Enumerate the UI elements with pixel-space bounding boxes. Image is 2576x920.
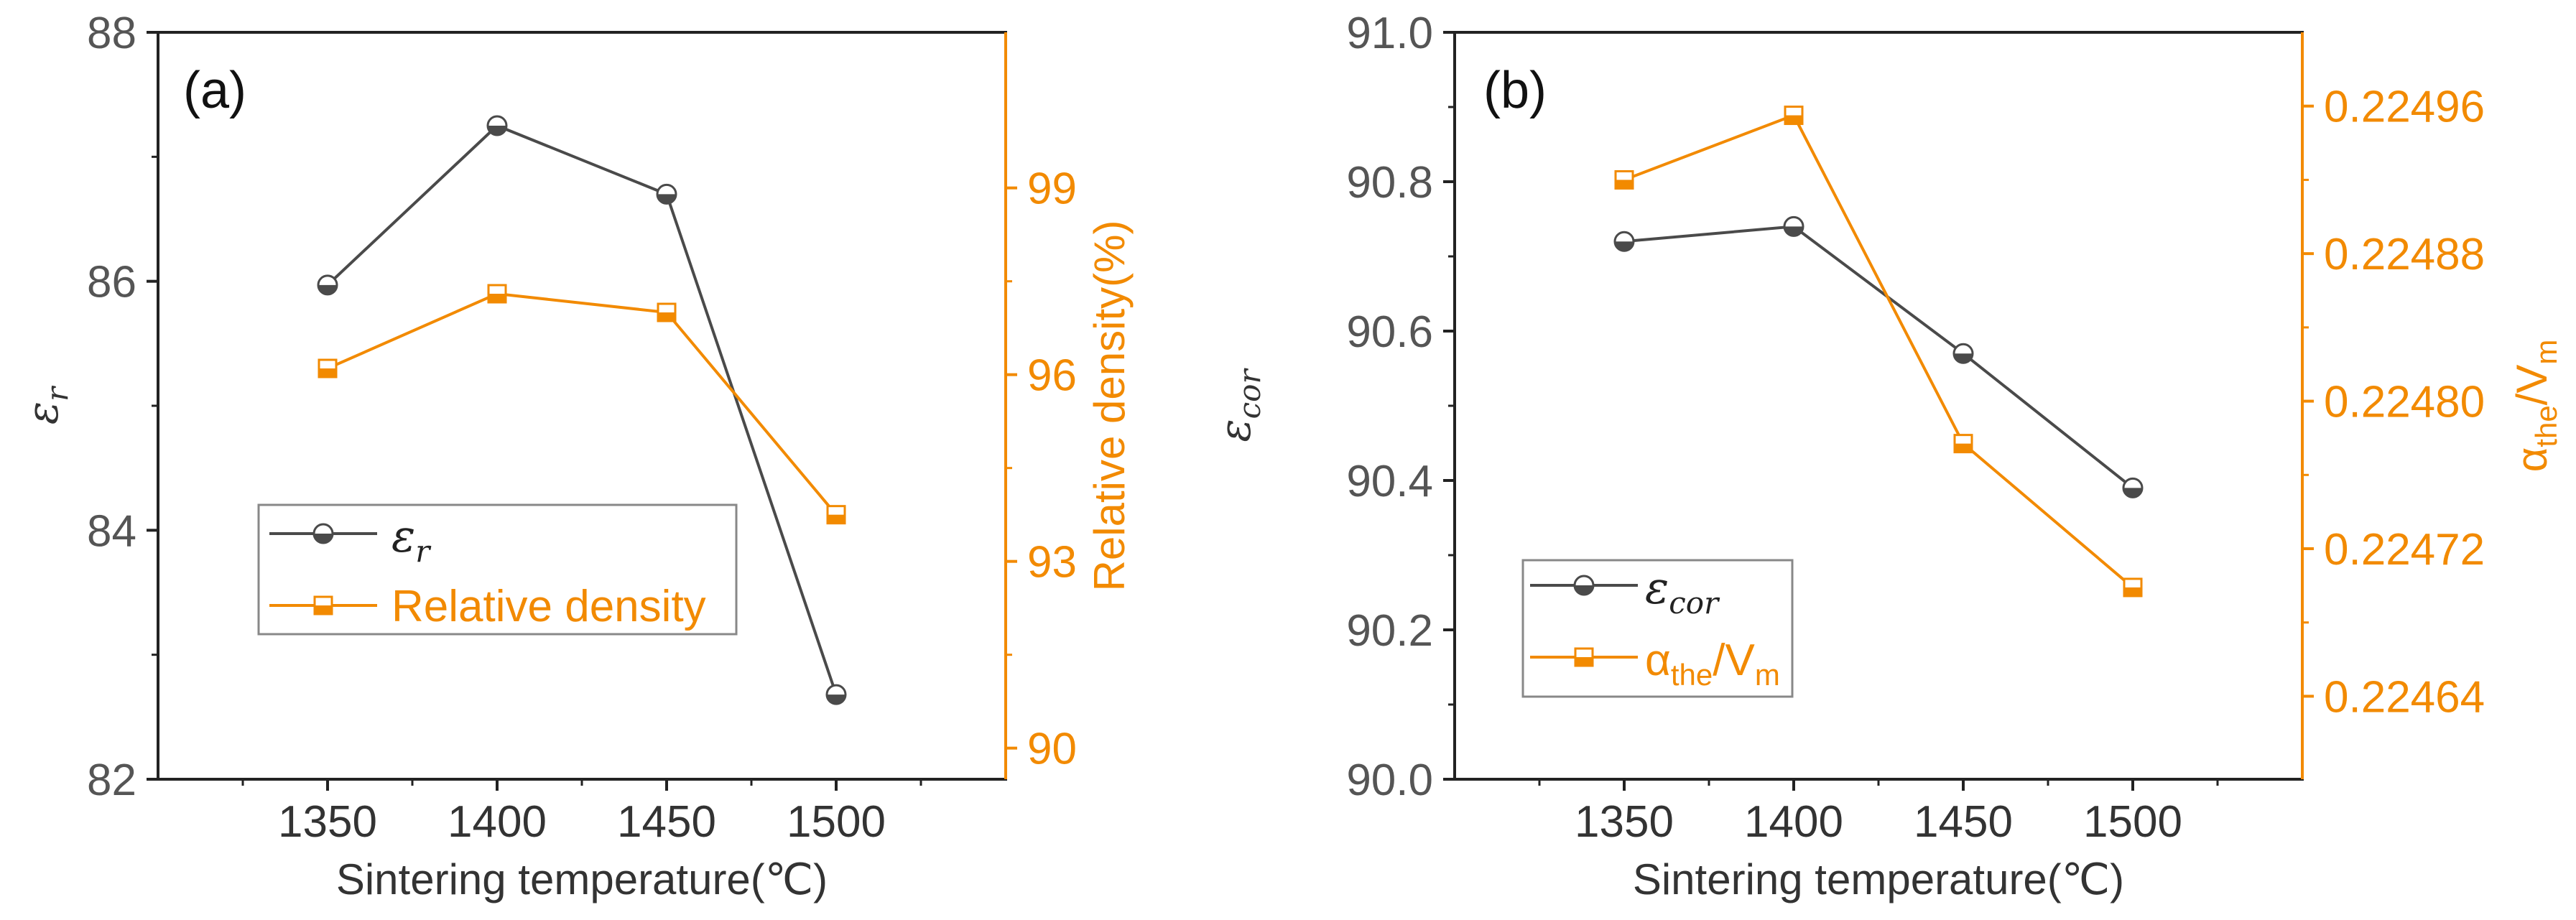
panel-b-y-right-tick-label-1: 0.22472 <box>2324 525 2485 575</box>
panel-b-label: (b) <box>1483 62 1547 119</box>
panel-b-x-tick-label-1: 1400 <box>1744 797 1843 847</box>
panel-b-series-1-point-2 <box>1953 434 1973 454</box>
panel-a-series-1-point-3 <box>826 505 846 525</box>
panel-b-x-tick-label-2: 1450 <box>1914 797 2013 847</box>
panel-b-y-right-tick-label-0: 0.22464 <box>2324 672 2485 722</box>
panel-b-x-tick-label-0: 1350 <box>1575 797 1674 847</box>
panel-b-series-0-point-0 <box>1613 231 1635 252</box>
panel-a-x-tick-label-1: 1400 <box>448 797 547 847</box>
panel-b-series-0-line <box>1623 225 2134 489</box>
panel-b-series-0-point-3 <box>2122 477 2144 498</box>
panel-b-y-right-tick-label-3: 0.22488 <box>2324 230 2485 279</box>
panel-a-y-right-label: Relative density(%) <box>1085 220 1134 592</box>
panel-a-series-0-point-3 <box>825 684 847 705</box>
panel-a-frame <box>157 31 1007 781</box>
panel-a-x-tick-label-0: 1350 <box>278 797 377 847</box>
panel-b-series-1-line <box>1623 113 2134 589</box>
legend-b-marker-1 <box>1573 575 1595 596</box>
panel-a-x-axis-label: Sintering temperature(℃) <box>336 855 828 903</box>
panel-a-series-0-line <box>326 124 838 695</box>
panel-b-y-right-label: αthe/Vm <box>2508 340 2563 473</box>
panel-b-legend-box <box>1521 559 1794 698</box>
panel-b-series-1-point-1 <box>1784 106 1804 126</box>
svg-text:εcor: εcor <box>1210 368 1267 442</box>
svg-text:εr: εr <box>18 385 75 424</box>
panel-a-series <box>317 115 847 705</box>
panel-b-x-tick-label-3: 1500 <box>2083 797 2182 847</box>
panel-a-series-0-point-1 <box>486 115 508 136</box>
panel-b-y-right-tick-label-4: 0.22496 <box>2324 83 2485 132</box>
legend-b-marker-2-shape <box>1574 647 1594 667</box>
panel-a-y-left-label: εr <box>18 385 75 424</box>
legend-a-marker-1-shape <box>312 523 334 544</box>
panel-a-series-1-point-2 <box>657 302 677 322</box>
panel-a-y-right-tick-label-1: 93 <box>1027 538 1077 587</box>
legend-a-label-1: εr <box>392 510 432 569</box>
panel-b-x-axis-label: Sintering temperature(℃) <box>1633 855 2124 903</box>
panel-a-series-0-point-0 <box>317 274 338 296</box>
panel-a-legend: εr Relative density <box>257 503 738 636</box>
panel-a-series-1-point-0 <box>318 358 338 378</box>
panel-b-series-0-point-2 <box>1952 343 1974 364</box>
panel-b-y-left-tick-label-5: 91.0 <box>1346 9 1433 58</box>
panel-b-ticks: 1350 1400 1450 1500 90.0 90.2 90.4 90.6 90.8 91.0… <box>1346 9 2485 847</box>
legend-b-marker-2 <box>1574 647 1594 667</box>
panel-b-series-1-point-3 <box>2123 577 2143 598</box>
panel-b-y-right-tick-label-2: 0.22480 <box>2324 378 2485 427</box>
panel-a-label: (a) <box>183 62 246 119</box>
panel-b-y-left-tick-label-1: 90.2 <box>1346 606 1433 656</box>
panel-b-y-left-label: εcor <box>1210 368 1267 442</box>
legend-b-label-2: αthe/Vm <box>1645 636 1780 692</box>
panel-a-y-right-tick-label-2: 96 <box>1027 351 1077 401</box>
panel-a: (a) Sintering temperature(℃) εr Relative… <box>18 9 1134 903</box>
panel-b-y-left-tick-label-4: 90.8 <box>1346 158 1433 208</box>
legend-a-marker-2-shape <box>313 595 333 615</box>
panel-a-y-left-tick-label-2: 86 <box>87 258 136 307</box>
legend-a-label-2: Relative density <box>392 582 706 631</box>
panel-a-y-right-tick-label-3: 99 <box>1027 164 1077 214</box>
legend-a-marker-1 <box>312 523 334 544</box>
panel-a-series-0-point-2 <box>656 183 677 205</box>
panel-b-series-0-point-1 <box>1783 215 1804 237</box>
legend-b-label-1: εcor <box>1645 562 1720 621</box>
panel-a-series-1-point-1 <box>487 284 507 304</box>
panel-a-x-tick-label-3: 1500 <box>787 797 886 847</box>
panel-a-y-right-tick-label-0: 90 <box>1027 725 1077 774</box>
panel-b: (b) Sintering temperature(℃) εcor αthe/V… <box>1210 9 2563 903</box>
panel-a-legend-box <box>257 503 738 636</box>
panel-b-y-left-tick-label-2: 90.4 <box>1346 457 1433 506</box>
panel-a-y-left-tick-label-0: 82 <box>87 756 136 805</box>
panel-b-legend: εcor αthe/Vm <box>1521 559 1794 698</box>
panel-a-ticks: 1350 1400 1450 1500 82 84 86 88 90 93 96 99 <box>87 9 1077 847</box>
panel-b-y-left-tick-label-3: 90.6 <box>1346 307 1433 357</box>
panel-a-y-left-tick-label-1: 84 <box>87 506 136 556</box>
legend-a-marker-2 <box>313 595 333 615</box>
panel-b-series-1-point-0 <box>1614 169 1634 190</box>
panel-a-series-1-line <box>327 292 838 516</box>
panel-b-y-left-tick-label-0: 90.0 <box>1346 756 1433 805</box>
panel-a-y-left-tick-label-3: 88 <box>87 9 136 58</box>
panel-a-x-tick-label-2: 1450 <box>617 797 716 847</box>
svg-text:αthe/Vm: αthe/Vm <box>2508 340 2563 473</box>
legend-b-marker-1-shape <box>1573 575 1595 596</box>
panel-b-series <box>1613 106 2144 598</box>
